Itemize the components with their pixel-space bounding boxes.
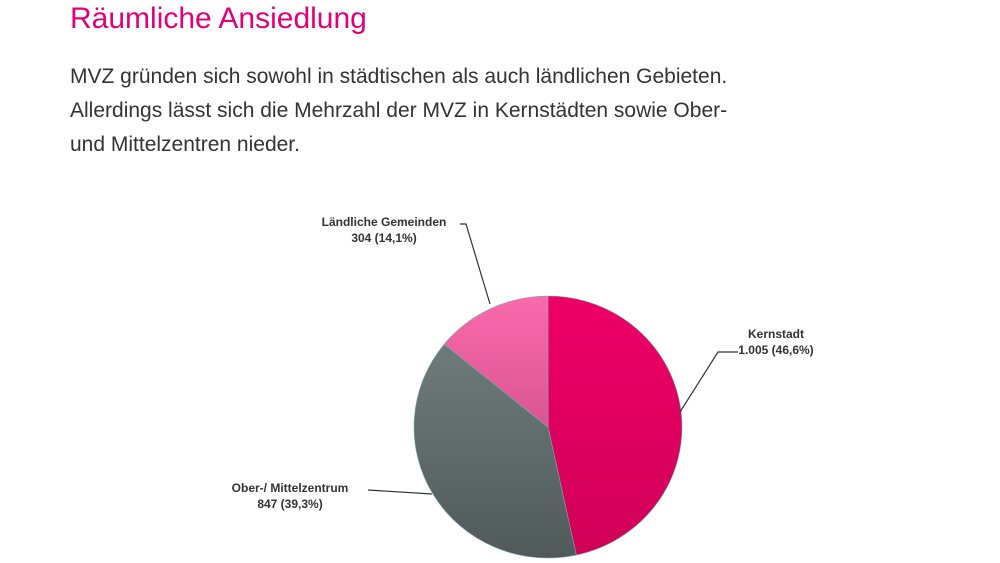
pie-slice-l-ndliche-gemeinden (443, 295, 549, 428)
leader-line-laendliche-gemeinden (460, 223, 491, 305)
page-title: Räumliche Ansiedlung (70, 2, 367, 35)
leader-line-kernstadt (679, 351, 738, 413)
pie-slice-ober-mittelzentrum (413, 343, 577, 559)
slice-label-value: 304 (14,1%) (351, 231, 416, 245)
intro-line: Allerdings lässt sich die Mehrzahl der M… (70, 99, 728, 122)
slice-label-name: Kernstadt (748, 327, 804, 341)
leader-line-ober-mittelzentrum (367, 489, 433, 495)
intro-line: MVZ gründen sich sowohl in städtischen a… (70, 65, 728, 88)
intro-line: und Mittelzentren nieder. (70, 133, 300, 156)
pie-slice-kernstadt (547, 295, 683, 556)
slice-label-name: Ländliche Gemeinden (322, 215, 447, 229)
slice-label-name: Ober-/ Mittelzentrum (232, 481, 349, 495)
intro-text: MVZ gründen sich sowohl in städtischen a… (70, 60, 890, 162)
slice-label-value: 847 (39,3%) (257, 497, 322, 511)
slice-label-value: 1.005 (46,6%) (738, 343, 813, 357)
